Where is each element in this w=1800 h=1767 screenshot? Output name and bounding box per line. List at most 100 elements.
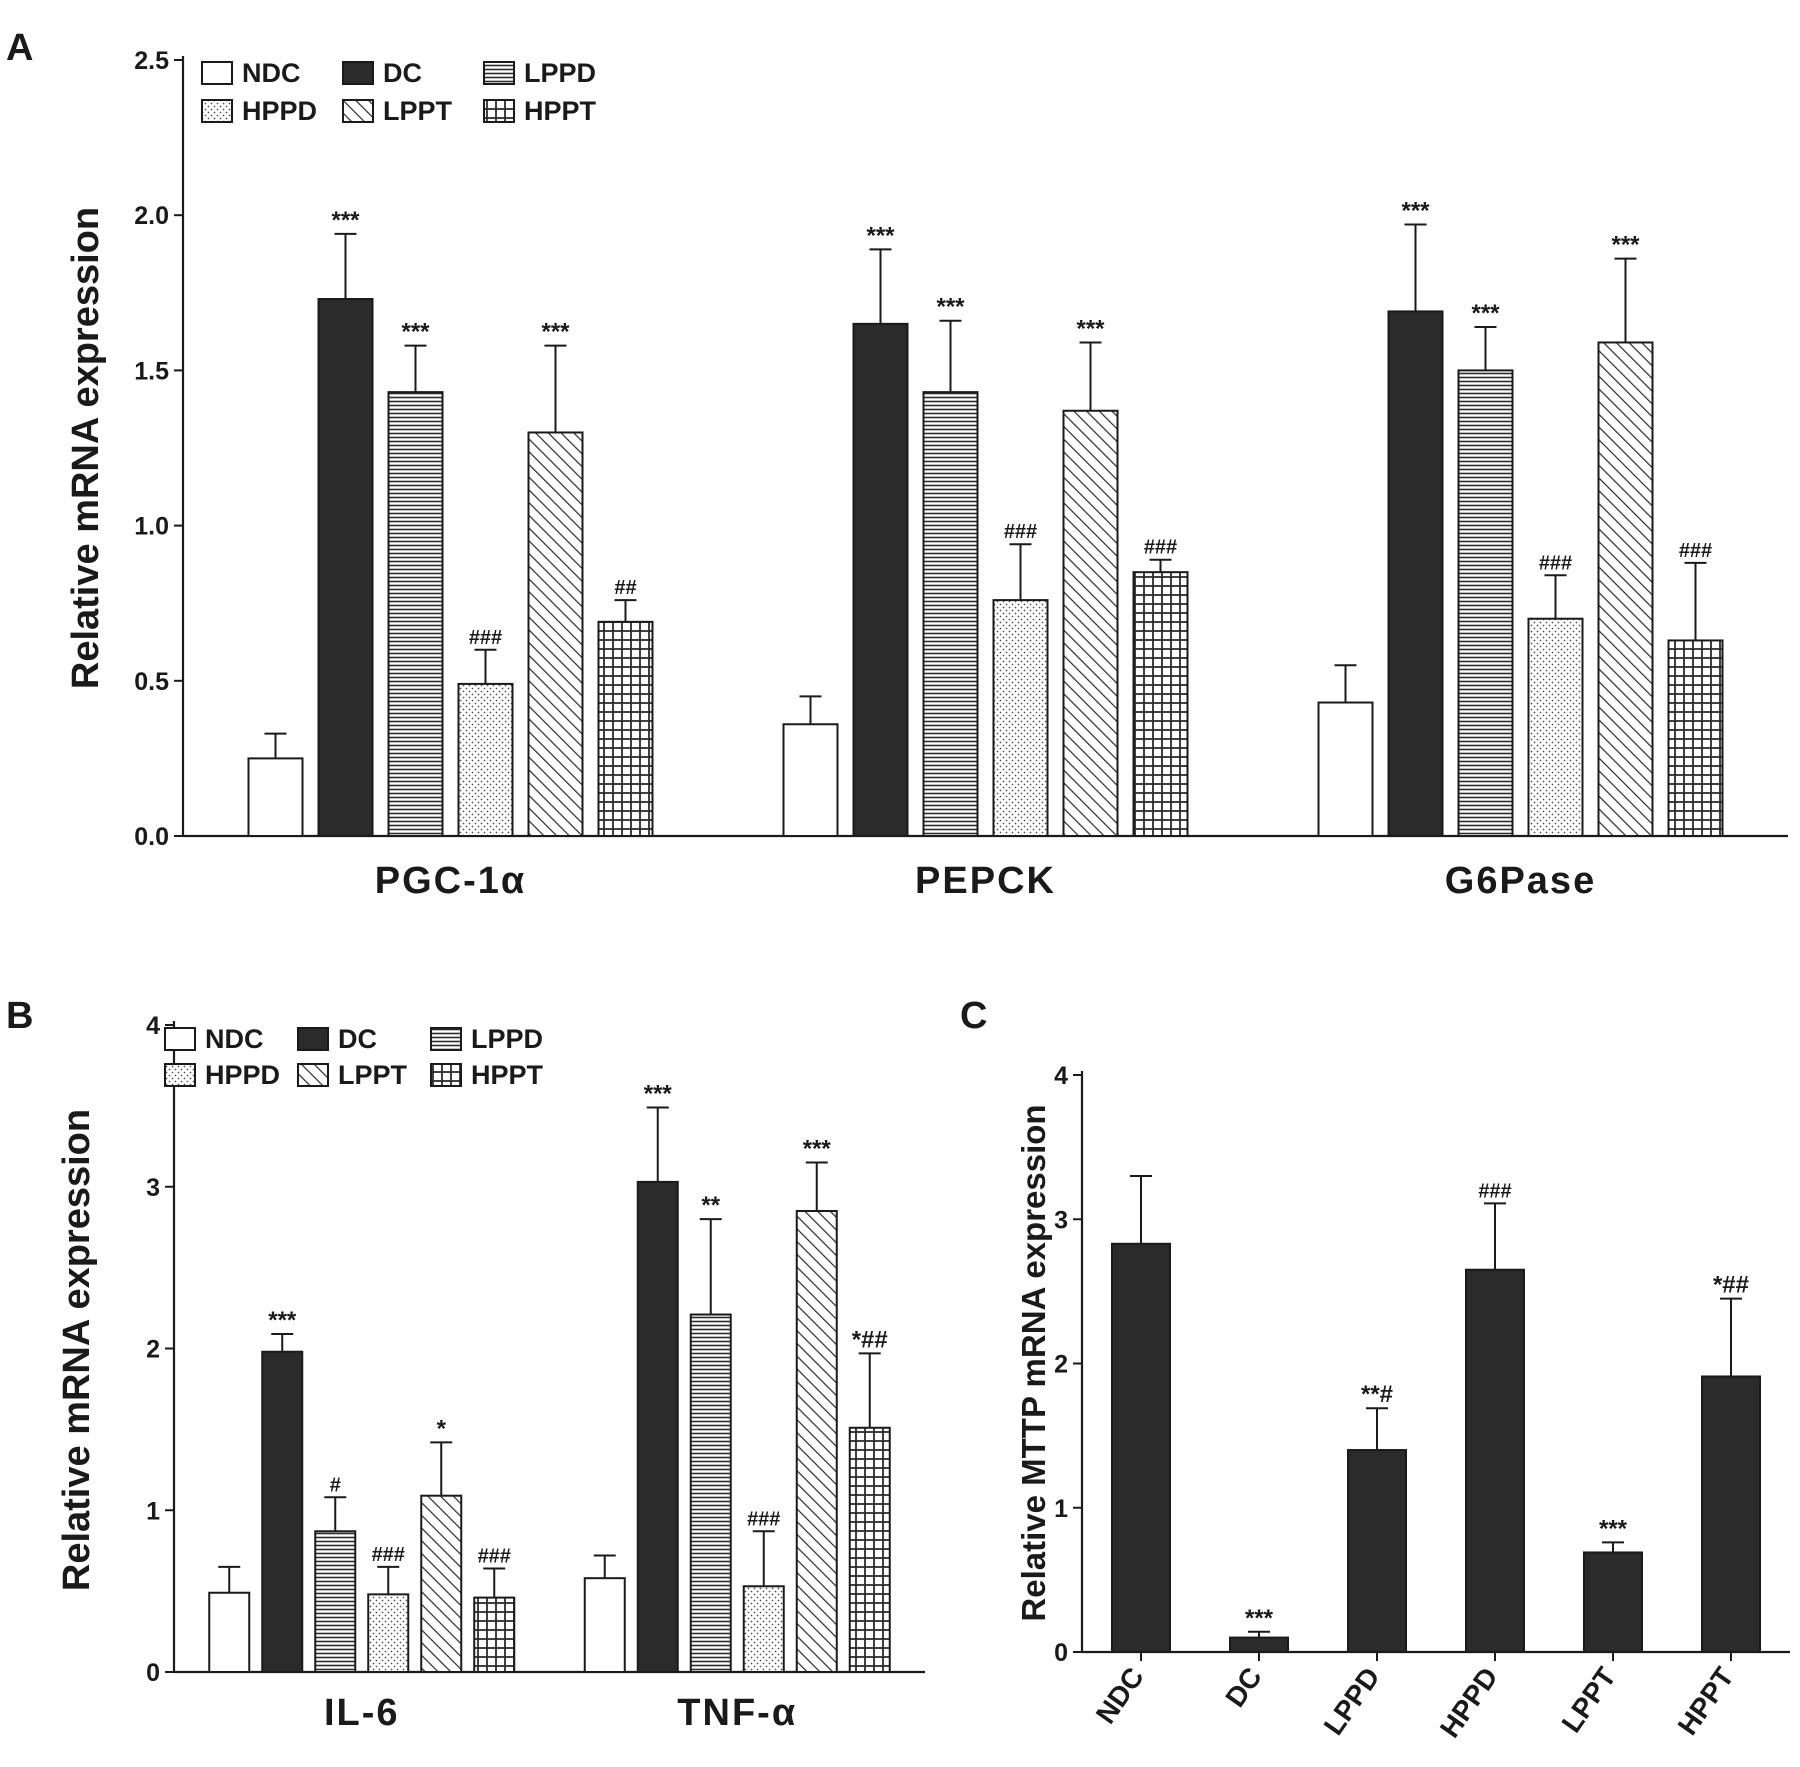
bar-ndc-pepck <box>782 723 839 837</box>
bar-hppt-il-6 <box>473 1596 516 1673</box>
bar-dc-tnf <box>636 1180 679 1673</box>
category-label-il-6: IL-6 <box>324 1692 400 1734</box>
legend-swatch-lppd <box>483 61 515 85</box>
panel-label-b: B <box>6 995 33 1037</box>
bar-hppd-tnf <box>742 1585 785 1673</box>
y-axis-label: Relative mRNA expression <box>65 207 107 689</box>
bar-dc-pgc-1 <box>317 298 374 837</box>
significance-label: *** <box>1611 232 1640 259</box>
bar-hppd-pgc-1 <box>457 682 514 837</box>
legend-swatch-hppd <box>164 1063 196 1087</box>
legend-label-dc: DC <box>383 58 422 88</box>
bar-ndc <box>1111 1242 1171 1653</box>
significance-label: *** <box>1599 1515 1628 1542</box>
bar-hppd-g6pase <box>1527 617 1584 837</box>
legend-label-lppt: LPPT <box>383 96 453 126</box>
panel-label-c: C <box>960 995 987 1037</box>
legend-label-ndc: NDC <box>205 1024 264 1054</box>
significance-label: *## <box>1713 1272 1749 1299</box>
category-label-pgc-1: PGC-1α <box>375 860 527 902</box>
bar-lppd-il-6 <box>314 1530 357 1673</box>
y-tick-label: 0 <box>1054 1639 1068 1667</box>
significance-label: ### <box>1679 540 1712 562</box>
legend-swatch-dc <box>342 61 374 85</box>
significance-label: ### <box>1478 1180 1511 1202</box>
significance-label: ** <box>701 1192 720 1219</box>
bar-dc-g6pase <box>1387 310 1444 837</box>
panel-a-chart: 0.0 0.5 1.0 1.5 2.0 2.5 Relative mRNA expressi… <box>65 47 1788 902</box>
legend-label-lppt: LPPT <box>338 1060 408 1090</box>
significance-label: *** <box>1076 315 1105 342</box>
y-tick-label: 3 <box>146 1174 160 1202</box>
significance-label: *** <box>644 1080 673 1107</box>
x-tick-label-lppd: LPPD <box>1318 1662 1386 1741</box>
significance-label: *** <box>866 222 895 249</box>
legend-swatch-hppt <box>483 99 515 123</box>
y-tick-label: 2 <box>146 1336 160 1364</box>
legend-label-lppd: LPPD <box>471 1024 543 1054</box>
significance-label: *** <box>1245 1605 1274 1632</box>
bar-hppt <box>1701 1375 1761 1654</box>
bar-ndc-tnf <box>583 1577 626 1674</box>
bar-lppt-pgc-1 <box>527 431 584 837</box>
legend-label-dc: DC <box>338 1024 377 1054</box>
bar-hppd-il-6 <box>367 1593 410 1673</box>
legend-label-hppt: HPPT <box>471 1060 544 1090</box>
legend-label-hppd: HPPD <box>205 1060 280 1090</box>
legend-swatch-dc <box>297 1027 329 1051</box>
y-tick-label: 2 <box>1054 1351 1068 1379</box>
significance-label: ### <box>469 627 502 649</box>
bar-ndc-g6pase <box>1317 701 1374 838</box>
y-tick-label: 1 <box>1054 1495 1068 1523</box>
bar-lppd <box>1347 1449 1407 1654</box>
significance-label: *## <box>852 1326 888 1353</box>
panel-label-a: A <box>6 27 33 69</box>
y-tick-label: 1 <box>146 1497 160 1525</box>
bar-ndc-il-6 <box>208 1591 251 1674</box>
legend-swatch-ndc <box>164 1027 196 1051</box>
legend-swatch-hppd <box>201 99 233 123</box>
y-tick-label: 0.0 <box>134 823 169 851</box>
significance-label: **# <box>1361 1381 1393 1408</box>
y-tick-label: 0 <box>146 1659 160 1687</box>
significance-label: ### <box>747 1508 780 1530</box>
bar-hppt-tnf <box>848 1426 891 1673</box>
legend-swatch-hppt <box>430 1063 462 1087</box>
significance-label: ### <box>478 1545 511 1567</box>
legend: NDC DC LPPD HPPD LPPT HPPT <box>164 1024 544 1090</box>
y-tick-label: 1.0 <box>134 513 169 541</box>
y-axis-label: Relative MTTP mRNA expression <box>1015 1104 1052 1621</box>
significance-label: *** <box>1471 300 1500 327</box>
legend-swatch-lppt <box>342 99 374 123</box>
significance-label: ## <box>614 577 636 599</box>
y-tick-label: 2.5 <box>134 47 169 75</box>
y-tick-label: 4 <box>146 1012 160 1040</box>
y-tick-label: 3 <box>1054 1206 1068 1234</box>
x-tick-label-dc: DC <box>1219 1662 1268 1713</box>
y-tick-label: 2.0 <box>134 202 169 230</box>
bar-hppt-g6pase <box>1667 639 1724 837</box>
legend-label-ndc: NDC <box>242 58 301 88</box>
bar-dc <box>1229 1636 1289 1653</box>
legend-swatch-ndc <box>201 61 233 85</box>
significance-label: *** <box>936 294 965 321</box>
legend-swatch-lppt <box>297 1063 329 1087</box>
significance-label: *** <box>541 319 570 346</box>
category-label-pepck: PEPCK <box>915 860 1056 902</box>
bar-hppd <box>1465 1268 1525 1654</box>
significance-label: ### <box>1004 521 1037 543</box>
legend-label-hppt: HPPT <box>524 96 597 126</box>
significance-label: *** <box>803 1135 832 1162</box>
x-tick-label-hppt: HPPT <box>1672 1662 1740 1741</box>
x-tick-label-lppt: LPPT <box>1555 1662 1621 1738</box>
legend-swatch-lppd <box>430 1027 462 1051</box>
bar-lppd-tnf <box>689 1313 732 1673</box>
significance-label: *** <box>268 1307 297 1334</box>
significance-label: # <box>330 1474 341 1496</box>
x-tick-label-ndc: NDC <box>1090 1662 1150 1729</box>
legend-label-hppd: HPPD <box>242 96 317 126</box>
bar-lppd-pepck <box>922 391 979 837</box>
